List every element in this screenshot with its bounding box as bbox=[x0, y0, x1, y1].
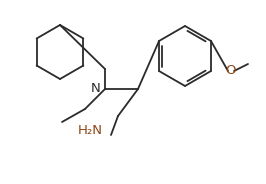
Text: O: O bbox=[226, 63, 236, 77]
Text: H₂N: H₂N bbox=[78, 124, 103, 137]
Text: N: N bbox=[91, 82, 101, 95]
